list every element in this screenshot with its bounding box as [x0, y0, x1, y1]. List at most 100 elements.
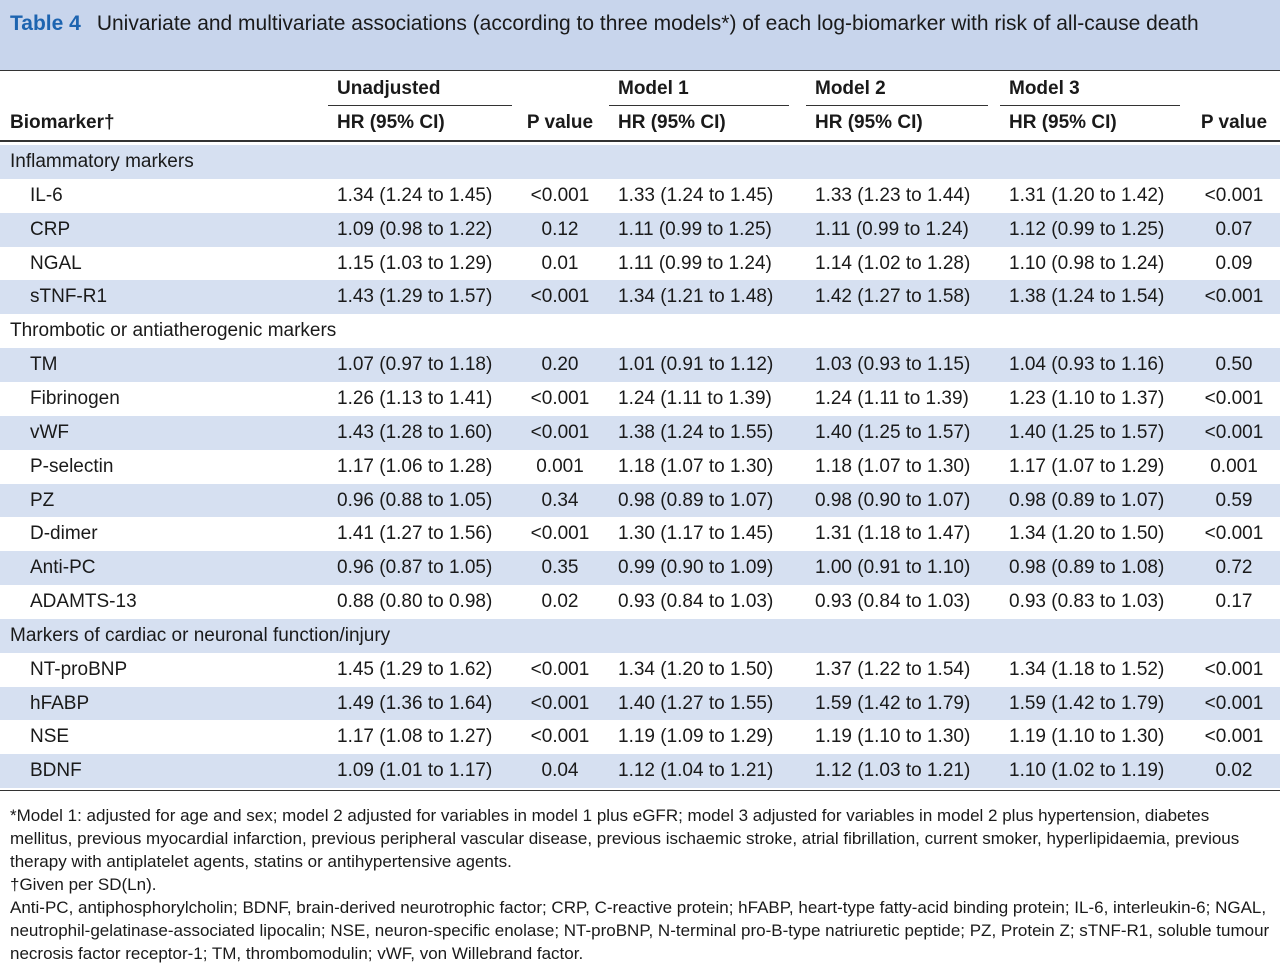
- cell: 1.19 (1.10 to 1.30): [815, 726, 971, 748]
- cell: 1.00 (0.91 to 1.10): [815, 557, 971, 579]
- cell: 0.93 (0.83 to 1.03): [1009, 591, 1165, 613]
- cell: 0.98 (0.90 to 1.07): [815, 489, 971, 511]
- cell: 1.14 (1.02 to 1.28): [815, 252, 971, 274]
- cell: 1.34 (1.20 to 1.50): [618, 658, 774, 680]
- biomarker: BDNF: [30, 760, 82, 782]
- cell: 1.37 (1.22 to 1.54): [815, 658, 971, 680]
- row-band: [0, 415, 1280, 450]
- biomarker: P-selectin: [30, 455, 114, 477]
- cell: 1.11 (0.99 to 1.24): [618, 252, 772, 274]
- cell: 1.43 (1.29 to 1.57): [337, 286, 493, 308]
- biomarker: vWF: [30, 421, 70, 443]
- row-band: [0, 212, 1280, 247]
- cell: 0.99 (0.90 to 1.09): [618, 557, 774, 579]
- cell: 1.12 (1.03 to 1.21): [815, 760, 971, 782]
- cell: 0.01: [541, 252, 579, 274]
- cell: 1.24 (1.11 to 1.39): [815, 387, 969, 409]
- cell: 1.09 (1.01 to 1.17): [337, 760, 493, 782]
- cell: 0.96 (0.87 to 1.05): [337, 557, 493, 579]
- cell: 1.42 (1.27 to 1.58): [815, 286, 971, 308]
- cell: <0.001: [1204, 184, 1264, 206]
- cell: 1.38 (1.24 to 1.54): [1009, 286, 1165, 308]
- title-label: Table 4: [10, 12, 81, 35]
- footnote: †Given per SD(Ln).: [10, 875, 157, 894]
- column-header: HR (95% CI): [1009, 112, 1117, 133]
- cell: 0.001: [536, 455, 584, 477]
- cell: <0.001: [530, 726, 590, 748]
- biomarker: TM: [30, 354, 58, 376]
- cell: 1.19 (1.10 to 1.30): [1009, 726, 1165, 748]
- biomarker: Fibrinogen: [30, 387, 120, 409]
- cell: 1.33 (1.23 to 1.44): [815, 184, 971, 206]
- cell: <0.001: [530, 692, 590, 714]
- row-band: [0, 686, 1280, 721]
- cell: 0.02: [541, 591, 579, 613]
- cell: <0.001: [1204, 421, 1264, 443]
- cell: 1.38 (1.24 to 1.55): [618, 421, 774, 443]
- cell: 0.20: [541, 354, 579, 376]
- row-band: [0, 280, 1280, 315]
- title-text: Univariate and multivariate associations…: [96, 12, 1199, 35]
- section-label: Inflammatory markers: [10, 151, 194, 172]
- cell: 0.98 (0.89 to 1.07): [618, 489, 774, 511]
- cell: 0.93 (0.84 to 1.03): [618, 591, 774, 613]
- row-band: [0, 618, 1280, 653]
- cell: <0.001: [530, 523, 590, 545]
- cell: 1.26 (1.13 to 1.41): [337, 387, 493, 409]
- cell: 1.34 (1.18 to 1.52): [1009, 658, 1165, 680]
- biomarker: sTNF-R1: [30, 286, 108, 308]
- cell: 1.43 (1.28 to 1.60): [337, 421, 493, 443]
- title: Table 4 Univariate and multivariate assoc…: [10, 10, 1260, 38]
- group-header: Unadjusted: [337, 78, 441, 99]
- cell: 1.30 (1.17 to 1.45): [618, 523, 774, 545]
- cell: 0.34: [541, 489, 579, 511]
- cell: 0.96 (0.88 to 1.05): [337, 489, 493, 511]
- table-bottom-rule: [0, 790, 1280, 792]
- biomarker: PZ: [30, 489, 55, 511]
- cell: <0.001: [530, 421, 590, 443]
- cell: 1.03 (0.93 to 1.15): [815, 354, 971, 376]
- cell: 1.17 (1.07 to 1.29): [1009, 455, 1165, 477]
- group-rule: [609, 105, 789, 106]
- cell: 1.17 (1.08 to 1.27): [337, 726, 493, 748]
- cell: 0.001: [1210, 455, 1258, 477]
- cell: 0.35: [541, 557, 579, 579]
- cell: 1.18 (1.07 to 1.30): [618, 455, 774, 477]
- title-bar: [0, 0, 1280, 70]
- cell: <0.001: [1204, 387, 1264, 409]
- footnote: *Model 1: adjusted for age and sex; mode…: [10, 806, 1240, 871]
- cell: 0.04: [541, 760, 579, 782]
- footnotes: *Model 1: adjusted for age and sex; mode…: [10, 804, 1272, 965]
- cell: <0.001: [1204, 286, 1264, 308]
- cell: <0.001: [1204, 658, 1264, 680]
- cell: <0.001: [530, 658, 590, 680]
- biomarker: NSE: [30, 726, 70, 748]
- column-header: P value: [1200, 112, 1268, 133]
- cell: 1.04 (0.93 to 1.16): [1009, 354, 1165, 376]
- cell: 1.07 (0.97 to 1.18): [337, 354, 493, 376]
- row-band: [0, 348, 1280, 382]
- cell: 0.09: [1215, 252, 1253, 274]
- cell: 1.15 (1.03 to 1.29): [337, 252, 493, 274]
- biomarker: NT-proBNP: [30, 658, 128, 680]
- header-bottom-rule: [0, 140, 1280, 142]
- cell: 0.72: [1215, 557, 1253, 579]
- biomarker: hFABP: [30, 692, 90, 714]
- cell: 1.33 (1.24 to 1.45): [618, 184, 774, 206]
- cell: 1.10 (1.02 to 1.19): [1009, 760, 1165, 782]
- cell: 1.09 (0.98 to 1.22): [337, 218, 493, 240]
- biomarker: CRP: [30, 218, 71, 240]
- cell: 1.10 (0.98 to 1.24): [1009, 252, 1165, 274]
- group-rule: [806, 105, 988, 106]
- cell: 1.11 (0.99 to 1.25): [618, 218, 772, 240]
- cell: 1.17 (1.06 to 1.28): [337, 455, 493, 477]
- cell: 1.12 (0.99 to 1.25): [1009, 218, 1165, 240]
- cell: 0.17: [1215, 591, 1253, 613]
- cell: 0.12: [541, 218, 579, 240]
- header-top-rule: [0, 70, 1280, 71]
- group-header: Model 2: [815, 78, 886, 99]
- cell: 0.59: [1215, 489, 1253, 511]
- biomarker: NGAL: [30, 252, 82, 274]
- cell: <0.001: [1204, 692, 1264, 714]
